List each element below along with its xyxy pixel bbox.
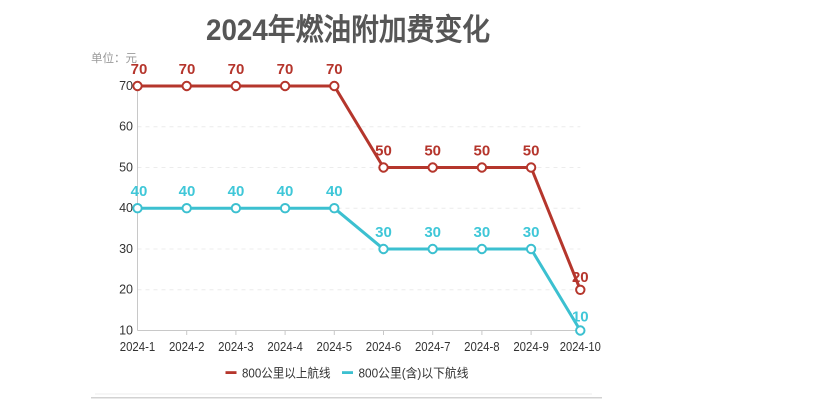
svg-text:70: 70 <box>119 79 133 93</box>
svg-text:2024-9: 2024-9 <box>513 340 549 354</box>
svg-text:30: 30 <box>474 224 491 241</box>
svg-text:40: 40 <box>131 183 148 200</box>
svg-text:30: 30 <box>424 224 441 241</box>
svg-text:70: 70 <box>228 61 245 78</box>
svg-text:50: 50 <box>424 143 441 160</box>
svg-text:70: 70 <box>326 61 343 78</box>
svg-text:2024-7: 2024-7 <box>415 340 451 354</box>
svg-text:10: 10 <box>572 309 589 326</box>
svg-text:2024-1: 2024-1 <box>120 340 156 354</box>
svg-text:30: 30 <box>375 224 392 241</box>
svg-text:40: 40 <box>119 201 133 215</box>
svg-text:40: 40 <box>179 183 196 200</box>
svg-text:20: 20 <box>572 269 589 286</box>
svg-text:40: 40 <box>277 183 294 200</box>
svg-text:单位：元: 单位：元 <box>91 51 137 65</box>
svg-text:20: 20 <box>119 283 133 297</box>
svg-text:70: 70 <box>179 61 196 78</box>
svg-text:2024-2: 2024-2 <box>169 340 205 354</box>
svg-text:70: 70 <box>277 61 294 78</box>
svg-text:2024-4: 2024-4 <box>267 340 303 354</box>
svg-text:2024年燃油附加费变化: 2024年燃油附加费变化 <box>206 13 490 47</box>
svg-text:40: 40 <box>326 183 343 200</box>
svg-text:2024-3: 2024-3 <box>218 340 254 354</box>
svg-text:30: 30 <box>523 224 540 241</box>
svg-text:800公里以上航线: 800公里以上航线 <box>242 366 331 381</box>
svg-text:2024-10: 2024-10 <box>560 340 601 354</box>
svg-text:50: 50 <box>474 143 491 160</box>
svg-text:50: 50 <box>119 160 133 174</box>
svg-text:2024-6: 2024-6 <box>366 340 402 354</box>
svg-text:2024-5: 2024-5 <box>317 340 353 354</box>
svg-text:60: 60 <box>119 120 133 134</box>
svg-text:50: 50 <box>523 143 540 160</box>
svg-text:800公里(含)以下航线: 800公里(含)以下航线 <box>359 366 469 381</box>
svg-text:2024-8: 2024-8 <box>464 340 500 354</box>
svg-text:70: 70 <box>131 61 148 78</box>
svg-text:30: 30 <box>119 242 133 256</box>
svg-text:50: 50 <box>375 143 392 160</box>
svg-text:40: 40 <box>228 183 245 200</box>
svg-text:10: 10 <box>119 323 133 337</box>
